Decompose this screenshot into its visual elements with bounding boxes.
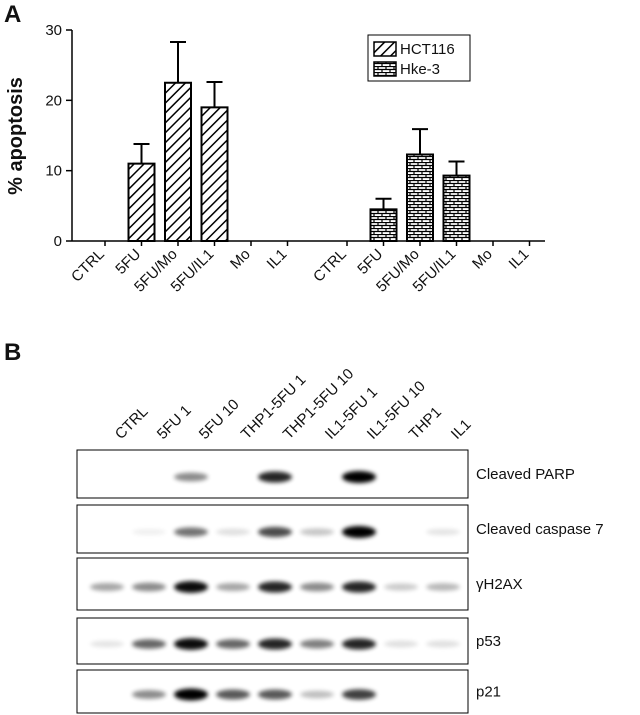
blot-band: [342, 581, 376, 593]
blot-band: [300, 639, 334, 649]
blot-band: [384, 583, 418, 591]
y-tick-label: 20: [45, 92, 62, 109]
blot-band: [426, 583, 460, 591]
error-bar: [448, 160, 465, 176]
blot-band: [258, 526, 292, 538]
blot-band: [90, 640, 124, 648]
row-label: γH2AX: [476, 576, 523, 593]
x-tick-label: CTRL: [310, 246, 350, 286]
y-tick-label: 30: [45, 22, 62, 39]
blot-band: [300, 528, 334, 536]
lane-label: 5FU 10: [196, 396, 243, 443]
row-label: p21: [476, 684, 501, 701]
blot-band: [342, 689, 376, 700]
x-tick-label: IL1: [264, 246, 291, 273]
bar: [127, 162, 156, 242]
blot-band: [426, 528, 460, 536]
lane-label: 5FU 1: [154, 402, 195, 443]
lane-label: CTRL: [112, 403, 152, 443]
error-bar: [375, 197, 392, 210]
x-tick-label: 5FU: [354, 246, 386, 278]
blot-band: [384, 640, 418, 648]
blot-band: [300, 582, 334, 592]
x-tick-label: 5FU: [112, 246, 144, 278]
blot-band: [216, 689, 250, 700]
lane-label: IL1: [448, 416, 475, 443]
blot-band: [216, 528, 250, 536]
blot-band: [174, 638, 208, 650]
blot-band: [132, 639, 166, 649]
blot-band: [258, 581, 292, 593]
blot-band: [174, 688, 208, 701]
legend-label: HCT116: [400, 41, 455, 58]
blot-band: [300, 690, 334, 699]
x-tick-label: IL1: [506, 246, 533, 273]
y-tick-label: 10: [45, 163, 62, 180]
error-bar: [206, 81, 223, 108]
blot-band: [132, 690, 166, 699]
blot-band: [258, 638, 292, 650]
row-label: Cleaved caspase 7: [476, 521, 604, 538]
bar: [369, 208, 398, 243]
blot-band: [132, 582, 166, 592]
blot-band: [132, 528, 166, 536]
x-tick-label: Mo: [227, 246, 254, 273]
blot-band: [174, 527, 208, 537]
blot-band: [258, 689, 292, 700]
x-tick-label: Mo: [469, 246, 496, 273]
bar: [164, 81, 192, 242]
error-bar: [170, 40, 186, 83]
x-tick-label: CTRL: [68, 246, 108, 286]
blot-band: [174, 581, 208, 593]
panel-label: A: [4, 1, 21, 28]
blot-band: [426, 640, 460, 648]
blot-band: [90, 582, 124, 592]
row-label: Cleaved PARP: [476, 466, 575, 483]
bar: [406, 153, 434, 243]
lane-label: THP1: [406, 404, 445, 443]
y-tick-label: 0: [54, 233, 62, 250]
y-axis-title: % apoptosis: [5, 77, 27, 195]
blot-band: [342, 526, 376, 538]
legend-swatch: [373, 61, 397, 77]
legend-label: Hke-3: [400, 61, 440, 78]
blot-band: [342, 638, 376, 650]
blot-band: [174, 472, 208, 482]
error-bar: [412, 128, 428, 155]
error-bar: [133, 142, 150, 164]
bar: [442, 174, 471, 242]
blot-band: [258, 471, 292, 483]
bar: [200, 106, 229, 242]
blot-band: [216, 582, 250, 592]
legend-swatch: [373, 41, 397, 57]
panel-label: B: [4, 339, 21, 366]
blot-band: [216, 639, 250, 649]
row-label: p53: [476, 633, 501, 650]
blot-band: [342, 471, 376, 483]
